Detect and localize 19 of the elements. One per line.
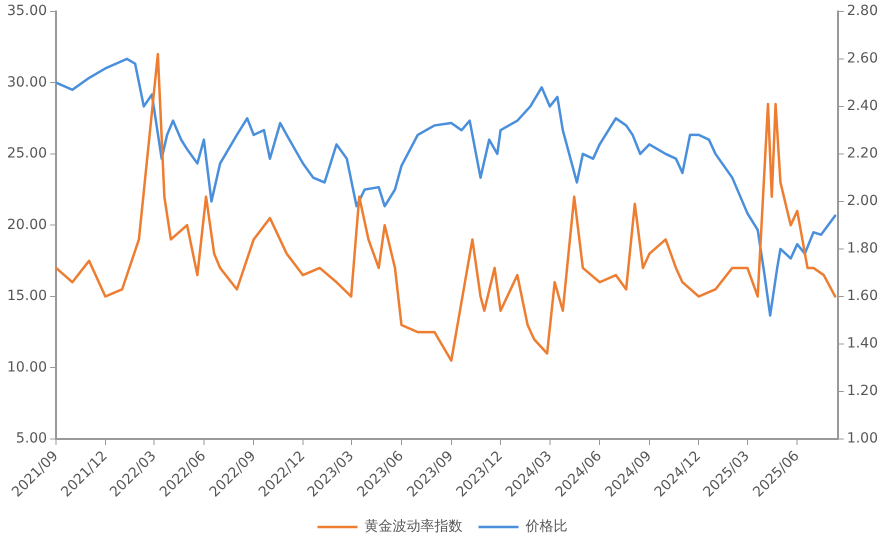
y2-tick-label: 2.20 [846, 146, 878, 162]
y2-tick-label: 2.80 [846, 3, 878, 20]
y-tick-label: 30.00 [6, 74, 48, 90]
y-tick-label: 15.00 [6, 288, 48, 304]
legend-label: 价格比 [524, 518, 568, 535]
y-tick-label: 5.00 [16, 430, 48, 447]
y-tick-label: 25.00 [6, 146, 48, 162]
y2-tick-label: 1.40 [846, 336, 878, 352]
y2-tick-label: 2.00 [846, 193, 878, 210]
y2-tick-label: 1.00 [846, 430, 878, 447]
y2-tick-label: 2.40 [846, 98, 878, 114]
y2-tick-label: 1.20 [846, 383, 878, 400]
y2-tick-label: 2.60 [846, 50, 878, 67]
y-tick-label: 35.00 [6, 3, 48, 20]
legend-label: 黄金波动率指数 [364, 518, 462, 535]
y-tick-label: 20.00 [6, 216, 48, 233]
y2-tick-label: 1.80 [846, 240, 878, 257]
y2-tick-label: 1.60 [846, 288, 878, 304]
y-tick-label: 10.00 [6, 359, 48, 376]
